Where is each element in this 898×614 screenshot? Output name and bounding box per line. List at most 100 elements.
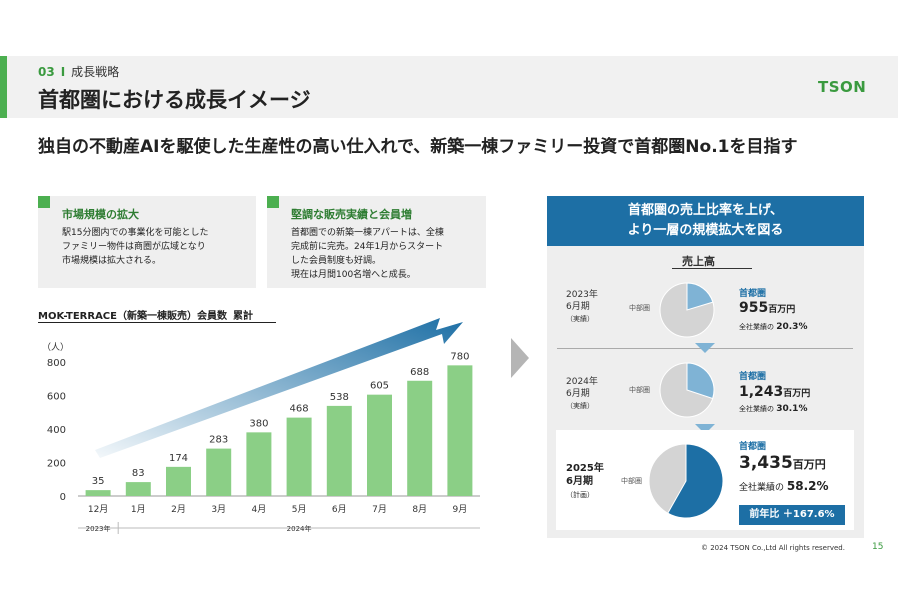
card-body: 駅15分圏内での事業化を可能とした ファミリー物件は商圏が広域となり 市場規模は… — [62, 228, 209, 266]
amount-value: 1,243 — [739, 384, 784, 400]
amount-unit: 百万円 — [768, 305, 796, 315]
data-label: 174 — [169, 453, 188, 464]
chart-title: MOK-TERRACE（新築一棟販売）会員数 累計 — [38, 307, 253, 322]
arrow-right-icon — [511, 338, 529, 378]
data-label: 35 — [92, 476, 105, 487]
bar — [367, 394, 392, 496]
period-label: 2025年 6月期 （計画） — [566, 462, 604, 502]
chart-unit-label: （人） — [42, 343, 70, 353]
card-sales-members: 堅調な販売実績と会員増 首都圏での新築一棟アパートは、全棟 完成前に完売。24年… — [267, 196, 486, 288]
amount-unit: 百万円 — [792, 458, 826, 471]
y-tick-label: 400 — [47, 425, 66, 436]
data-label: 605 — [370, 381, 389, 392]
section-number: 03 — [38, 65, 55, 79]
card-title: 市場規模の拡大 — [62, 208, 139, 221]
page-title: 首都圏における成長イメージ — [38, 88, 311, 112]
data-label: 380 — [249, 418, 268, 429]
period-text: 2025年 6月期 — [566, 463, 604, 487]
data-label: 780 — [450, 351, 469, 362]
y-tick-label: 200 — [47, 459, 66, 470]
down-triangle-icon — [695, 343, 715, 353]
card-body: 首都圏での新築一棟アパートは、全棟 完成前に完売。24年1月からスタート した会… — [291, 228, 444, 280]
metro-label: 首都圏 — [739, 289, 767, 299]
data-label: 83 — [132, 468, 145, 479]
share: 全社業績の 58.2% — [739, 479, 829, 493]
data-label: 468 — [290, 404, 309, 415]
share-value: 58.2% — [786, 479, 829, 493]
yoy-badge: 前年比 ＋167.6% — [739, 505, 845, 525]
x-tick-label: 3月 — [211, 504, 226, 515]
x-tick-label: 6月 — [332, 504, 347, 515]
share-label: 全社業績の — [739, 323, 774, 331]
data-label: 283 — [209, 435, 228, 446]
sales-label: 売上高 — [682, 255, 715, 268]
share-value: 20.3% — [776, 322, 808, 332]
share-value: 30.1% — [776, 404, 808, 414]
x-tick-label: 4月 — [252, 504, 267, 515]
bar — [166, 466, 191, 496]
x-tick-label: 2月 — [171, 504, 186, 515]
bar — [85, 490, 111, 496]
amount: 1,243百万円 — [739, 384, 810, 400]
chart-title-underline — [38, 322, 276, 323]
x-tick-label: 7月 — [372, 504, 387, 515]
amount-unit: 百万円 — [783, 389, 811, 399]
share: 全社業績の 20.3% — [739, 322, 807, 332]
x-tick-label: 1月 — [131, 504, 146, 515]
period-text: 2023年 6月期 — [566, 290, 598, 312]
metro-label: 首都圏 — [739, 442, 767, 452]
y-tick-label: 0 — [60, 492, 66, 503]
growth-arrow — [95, 318, 463, 458]
year-label: 2023年 — [86, 524, 111, 533]
y-tick-label: 800 — [47, 358, 66, 369]
bar — [286, 417, 312, 496]
section-separator: I — [60, 65, 66, 79]
bar — [206, 448, 232, 496]
x-tick-label: 5月 — [292, 504, 307, 515]
period-note: （実績） — [566, 315, 594, 323]
headline: 独自の不動産AIを駆使した生産性の高い仕入れで、新築一棟ファミリー投資で首都圏N… — [38, 137, 798, 157]
pie-2024 — [659, 362, 715, 418]
bar — [246, 432, 272, 496]
sales-underline — [672, 268, 752, 269]
category-label: 中部圏 — [629, 386, 650, 394]
card-market-size: 市場規模の拡大 駅15分圏内での事業化を可能とした ファミリー物件は商圏が広域と… — [38, 196, 256, 288]
pie-metro-slice — [667, 443, 724, 519]
card-square-icon — [38, 196, 50, 208]
amount-value: 3,435 — [739, 453, 793, 473]
period-label: 2023年 6月期 （実績） — [566, 289, 598, 325]
period-text: 2024年 6月期 — [566, 377, 598, 399]
header-accent-bar — [0, 56, 7, 118]
page-number: 15 — [872, 542, 884, 552]
amount: 3,435百万円 — [739, 453, 826, 473]
section-name: 成長戦略 — [71, 65, 120, 79]
bar — [407, 380, 433, 496]
x-tick-label: 12月 — [88, 504, 108, 515]
period-note: （計画） — [566, 491, 594, 499]
copyright: © 2024 TSON Co.,Ltd All rights reserved. — [701, 544, 845, 552]
period-note: （実績） — [566, 402, 594, 410]
share: 全社業績の 30.1% — [739, 404, 807, 414]
panel-heading: 首都圏の売上比率を上げ、 より一層の規模拡大を図る — [547, 196, 864, 246]
pie-2025 — [648, 443, 724, 519]
data-label: 688 — [410, 367, 429, 378]
data-label: 538 — [330, 392, 349, 403]
period-label: 2024年 6月期 （実績） — [566, 376, 598, 412]
category-label: 中部圏 — [629, 304, 650, 312]
bar — [125, 482, 151, 496]
bar — [326, 405, 352, 496]
pie-metro-slice — [686, 282, 714, 311]
category-label: 中部圏 — [621, 477, 642, 485]
y-tick-label: 600 — [47, 392, 66, 403]
amount: 955百万円 — [739, 300, 795, 316]
share-label: 全社業績の — [739, 405, 774, 413]
section-label: 03 I 成長戦略 — [38, 63, 119, 80]
card-square-icon — [267, 196, 279, 208]
down-triangle-icon — [695, 424, 715, 434]
amount-value: 955 — [739, 300, 769, 316]
year-label: 2024年 — [287, 524, 312, 533]
chart-subtitle: 累計 — [232, 311, 253, 322]
card-title: 堅調な販売実績と会員増 — [291, 208, 412, 221]
bar — [447, 365, 473, 496]
